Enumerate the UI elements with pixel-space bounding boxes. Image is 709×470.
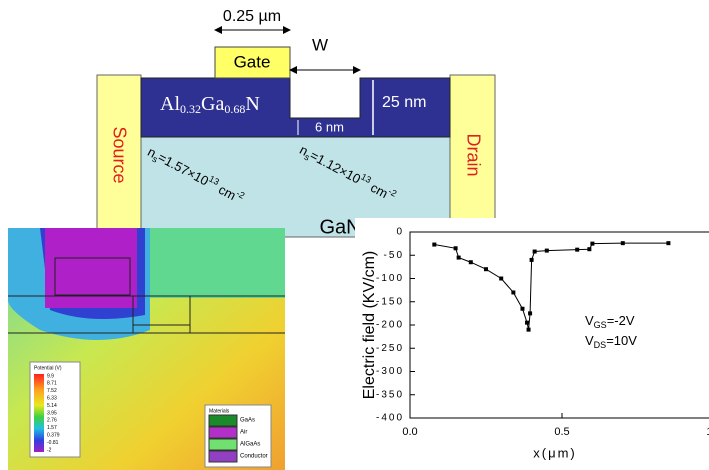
dimension: W bbox=[312, 35, 328, 54]
figure: Gate 0.25 µm W 25 nm 6 nm Al0.32Ga0.68N … bbox=[0, 0, 709, 470]
data-point bbox=[533, 250, 537, 254]
legend-entry: 8.71 bbox=[47, 381, 57, 387]
data-point bbox=[575, 248, 579, 252]
x-tick-label: 0.0 bbox=[402, 426, 417, 438]
y-tick-label: 0 bbox=[396, 227, 404, 238]
page: Gate 0.25 µm W 25 nm 6 nm Al0.32Ga0.68N … bbox=[0, 0, 709, 470]
x-tick-label: 0.5 bbox=[554, 426, 569, 438]
data-point bbox=[666, 241, 670, 245]
x-axis-label: x(μm) bbox=[533, 445, 576, 460]
simulation: Potential (V) 9.9 8.717.52 6.335.143.95 2.7… bbox=[8, 228, 285, 470]
gate-label: Gate bbox=[234, 52, 271, 71]
data-point bbox=[469, 260, 473, 264]
legend-entry: 7.52 bbox=[47, 388, 57, 394]
data-point bbox=[432, 243, 436, 247]
y-tick-label: -350 bbox=[376, 389, 404, 400]
legend-entry: AlGaAs bbox=[240, 442, 260, 448]
legend-entry: -0.81 bbox=[47, 440, 59, 446]
data-point bbox=[484, 267, 488, 271]
barrier-label: Al0.32Ga0.68N bbox=[160, 93, 260, 116]
data-point bbox=[499, 277, 503, 281]
legend-entry: 1.57 bbox=[47, 425, 57, 431]
y-tick-label: -200 bbox=[376, 320, 404, 331]
data-point bbox=[520, 307, 524, 311]
data-point bbox=[621, 241, 625, 245]
y-tick-label: -50 bbox=[384, 250, 404, 261]
source-label: Source bbox=[109, 126, 129, 183]
legend-title: Potential (V) bbox=[34, 365, 62, 371]
data-point bbox=[590, 242, 594, 246]
data-point bbox=[545, 249, 549, 253]
legend-entry: 6.33 bbox=[47, 396, 57, 402]
device: Gate 0.25 µm W 25 nm 6 nm Al0.32Ga0.68N … bbox=[97, 8, 495, 238]
data-point bbox=[528, 311, 532, 315]
legend-entry: GaAs bbox=[240, 418, 255, 424]
data-point bbox=[511, 290, 515, 294]
swatch bbox=[209, 427, 237, 438]
dimension: 25 nm bbox=[382, 94, 426, 111]
legend-entry: Air bbox=[240, 430, 247, 436]
legend-entry: -2 bbox=[47, 447, 52, 453]
legend-entry: 3.95 bbox=[47, 410, 57, 416]
color-bar bbox=[34, 374, 44, 452]
data-point bbox=[454, 246, 458, 250]
legend-entry: 2.76 bbox=[47, 418, 57, 424]
dimension: 0.25 µm bbox=[223, 8, 281, 25]
y-tick-label: -150 bbox=[376, 296, 404, 307]
drain-label: Drain bbox=[463, 133, 483, 176]
legend-entry: 9.9 bbox=[47, 373, 54, 379]
data-point bbox=[527, 328, 531, 332]
contour bbox=[150, 228, 285, 298]
dimension: 6 nm bbox=[315, 119, 344, 134]
data-point bbox=[530, 258, 534, 262]
data-point bbox=[457, 256, 461, 260]
y-tick-label: -300 bbox=[376, 366, 404, 377]
annotation: VDS=10V bbox=[585, 333, 637, 350]
y-tick-label: -100 bbox=[376, 273, 404, 284]
legend-title: Materials bbox=[209, 408, 230, 414]
legend-entry: 0.379 bbox=[47, 433, 60, 439]
swatch bbox=[209, 439, 237, 450]
substrate-label: GaN bbox=[319, 216, 360, 238]
swatch bbox=[209, 415, 237, 426]
y-tick-label: -400 bbox=[376, 413, 404, 424]
legend-entry: Conductor bbox=[240, 454, 268, 460]
data-point bbox=[587, 247, 591, 251]
swatch bbox=[209, 451, 237, 462]
annotation: VGS=-2V bbox=[585, 313, 635, 330]
legend-entry: 5.14 bbox=[47, 403, 57, 409]
data-point bbox=[525, 321, 529, 325]
y-tick-label: -250 bbox=[376, 343, 404, 354]
y-axis-label: Electric field (KV/cm) bbox=[361, 251, 378, 399]
